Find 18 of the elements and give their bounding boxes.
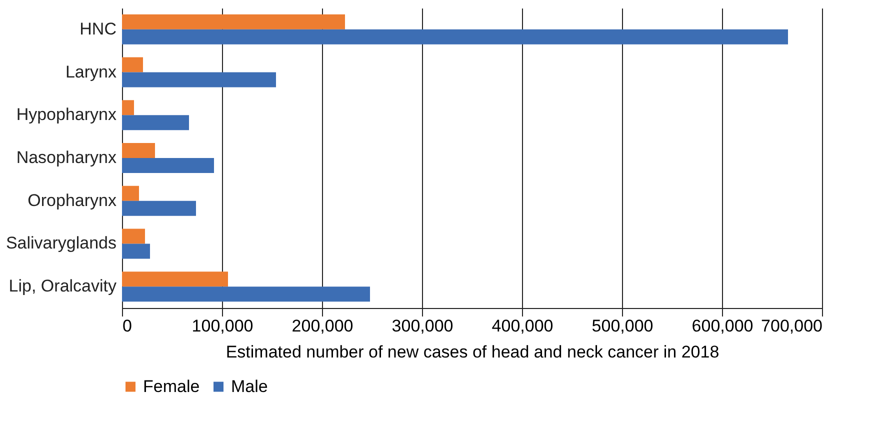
y-tick-label: Larynx (65, 62, 117, 82)
y-tick-label: Salivaryglands (6, 234, 116, 253)
y-tick-label: Oropharynx (28, 190, 117, 210)
x-tick-label: 400,000 (492, 316, 554, 336)
x-tick-label: 0 (122, 316, 132, 336)
x-tick-label: 500,000 (592, 316, 654, 336)
x-tick-label: 200,000 (292, 316, 354, 336)
y-tick-label: Nasopharynx (16, 148, 117, 167)
x-axis-title: Estimated number of new cases of head and neck cancer in 2018 (226, 342, 720, 362)
y-tick-label: Lip, Oralcavity (8, 276, 117, 296)
legend-label: Male (231, 376, 268, 396)
x-tick-label: 700,000 (761, 316, 822, 336)
y-tick-label: Hypopharynx (16, 105, 117, 124)
legend-label: Female (143, 376, 200, 396)
y-tick-label: HNC (80, 19, 116, 38)
x-tick-label: 600,000 (692, 316, 754, 336)
x-tick-label: 100,000 (192, 316, 254, 336)
x-tick-label: 300,000 (392, 316, 454, 336)
